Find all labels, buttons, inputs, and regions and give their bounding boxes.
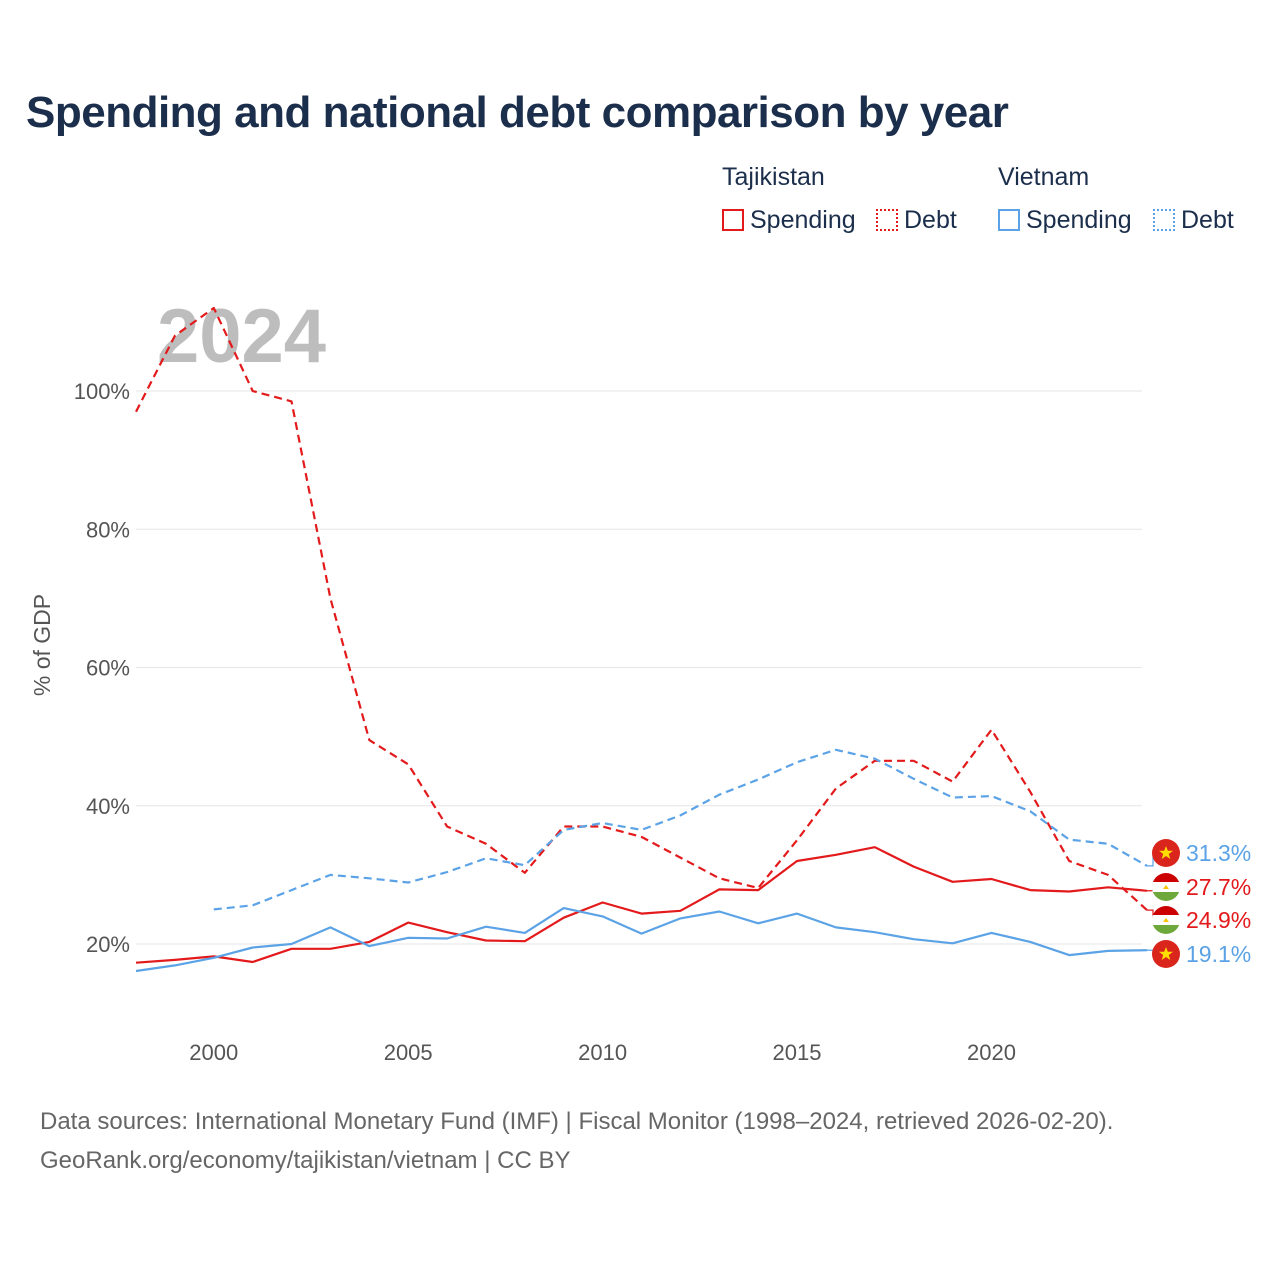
legend-tajikistan-spending[interactable]: Spending [722,204,856,236]
y-axis-label: % of GDP [29,594,55,696]
legend-tajikistan-debt[interactable]: Debt [876,204,957,236]
x-tick-label: 2005 [384,1040,433,1065]
end-value-label: 24.9% [1186,907,1251,933]
flag-stripe-green [1152,925,1180,934]
flag-stripe-green [1152,892,1180,901]
legend-label: Spending [1026,205,1132,234]
flag-stripes [1152,906,1180,934]
flag-stripes [1152,873,1180,901]
tajikistan-flag-icon [1152,873,1180,901]
y-tick-label: 100% [74,379,130,404]
legend-vietnam-debt[interactable]: Debt [1153,204,1234,236]
legend-tajikistan-title: Tajikistan [722,163,825,191]
legend-label: Spending [750,205,856,234]
legend-label: Debt [904,205,957,234]
tajikistan-flag-icon [1152,906,1180,934]
end-value-label: 31.3% [1186,840,1251,866]
solid-swatch-icon [998,209,1020,231]
flag-stripe-red [1152,873,1180,882]
solid-swatch-icon [722,209,744,231]
footer-sources: Data sources: International Monetary Fun… [40,1108,1114,1135]
dotted-swatch-icon [876,209,898,231]
series-line-vietnam-debt [213,748,1148,911]
legend-label: Debt [1181,205,1234,234]
x-tick-label: 2000 [189,1040,238,1065]
x-tick-label: 2020 [967,1040,1016,1065]
chart-title: Spending and national debt comparison by… [26,88,1009,137]
y-tick-label: 80% [86,517,130,542]
end-value-label: 19.1% [1186,941,1251,967]
series-line-vietnam-spending [135,906,1148,973]
series-line-tajikistan-debt [135,306,1148,911]
end-connector [1147,852,1154,867]
vietnam-flag-icon [1152,839,1180,867]
x-tick-label: 2015 [773,1040,822,1065]
flag-stripe-red [1152,906,1180,915]
x-tick-label: 2010 [578,1040,627,1065]
crown-icon [1163,918,1169,922]
star-icon [1159,846,1173,859]
legend-vietnam-title: Vietnam [998,163,1090,191]
footer-url[interactable]: GeoRank.org/economy/tajikistan/vietnam |… [40,1147,571,1174]
end-value-label: 27.7% [1186,874,1251,900]
y-tick-label: 20% [86,932,130,957]
crown-icon [1163,885,1169,889]
y-tick-label: 40% [86,794,130,819]
vietnam-flag-icon [1152,940,1180,968]
dotted-swatch-icon [1153,209,1175,231]
series-line-tajikistan-spending [135,846,1148,964]
legend-vietnam-spending[interactable]: Spending [998,204,1132,236]
y-tick-label: 60% [86,656,130,681]
star-icon [1159,947,1173,960]
